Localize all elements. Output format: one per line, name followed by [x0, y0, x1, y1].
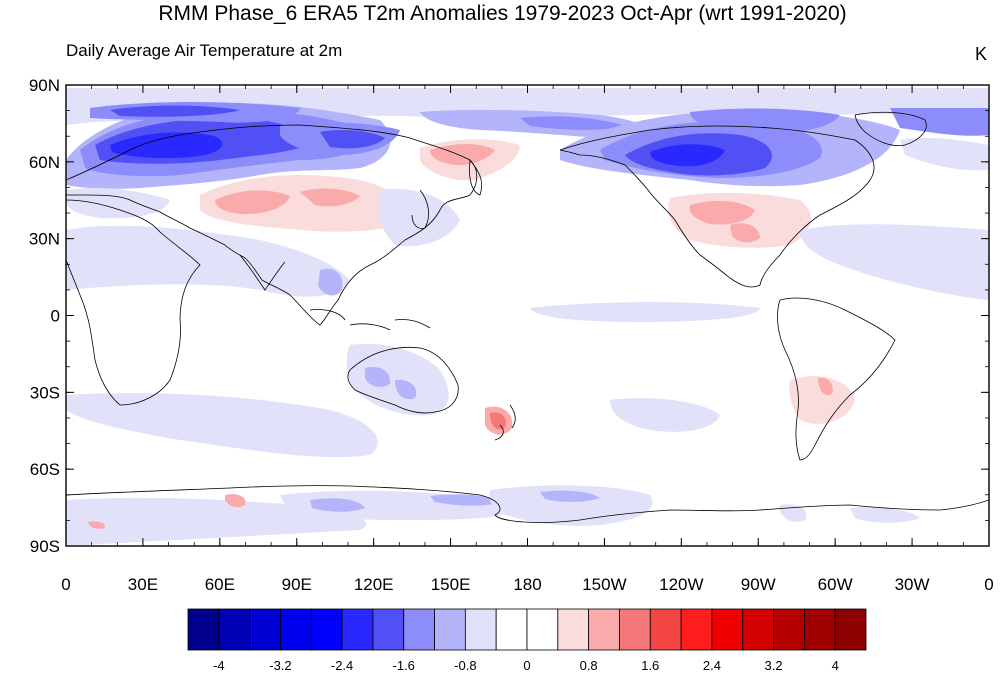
colorbar-label: 0	[523, 658, 530, 673]
colorbar-swatch	[557, 608, 590, 651]
map-subtitle: Daily Average Air Temperature at 2m	[66, 41, 343, 60]
colorbar-swatch	[218, 608, 251, 651]
colorbar-swatch	[434, 608, 466, 651]
lon-label: 150W	[582, 575, 626, 594]
lon-label: 120E	[354, 575, 394, 594]
colorbar-label: -3.2	[269, 658, 291, 673]
colorbar-swatch	[403, 608, 435, 651]
colorbar-swatch	[649, 608, 682, 651]
colorbar-label: -0.8	[454, 658, 476, 673]
lat-label: 30N	[29, 230, 60, 249]
lon-label: 60W	[818, 575, 853, 594]
colorbar-swatch	[834, 608, 867, 651]
colorbar-swatch	[803, 608, 836, 651]
lat-label: 60S	[30, 460, 60, 479]
colorbar-swatch	[464, 608, 497, 651]
lon-label: 180	[513, 575, 541, 594]
colorbar-label: 1.6	[641, 658, 659, 673]
colorbar-swatch	[619, 608, 651, 651]
anomaly-shading	[66, 85, 989, 546]
colorbar-swatch	[249, 608, 281, 651]
lon-label: 30E	[128, 575, 158, 594]
colorbar-label: -4	[213, 658, 225, 673]
colorbar-label: 2.4	[703, 658, 721, 673]
colorbar-swatch	[711, 608, 744, 651]
colorbar-label: 4	[832, 658, 839, 673]
colorbar-swatch	[341, 608, 374, 651]
colorbar: -4 -3.2 -2.4 -1.6 -0.8 0 0.8 1.6 2.4 3.2 4	[187, 608, 867, 673]
lon-label: 60E	[205, 575, 235, 594]
lat-label: 0	[51, 307, 60, 326]
colorbar-swatch	[495, 608, 528, 651]
colorbar-swatch	[526, 608, 559, 651]
lon-label: 90E	[282, 575, 312, 594]
units-label: K	[975, 44, 988, 64]
colorbar-label: 3.2	[765, 658, 783, 673]
colorbar-swatch	[742, 608, 774, 651]
lat-label: 90S	[30, 537, 60, 556]
lat-label: 30S	[30, 383, 60, 402]
lat-label: 60N	[29, 153, 60, 172]
lon-label: 150E	[431, 575, 471, 594]
colorbar-label: -2.4	[331, 658, 353, 673]
lon-label: 30W	[895, 575, 930, 594]
lon-label: 0	[984, 575, 993, 594]
colorbar-swatch	[310, 608, 343, 651]
colorbar-swatch	[773, 608, 805, 651]
lat-label: 90N	[29, 76, 60, 95]
colorbar-label: 0.8	[580, 658, 598, 673]
coastlines	[66, 111, 989, 523]
colorbar-swatch	[680, 608, 713, 651]
lon-label: 90W	[741, 575, 776, 594]
colorbar-swatch	[588, 608, 620, 651]
map-title: RMM Phase_6 ERA5 T2m Anomalies 1979-2023…	[158, 2, 847, 25]
colorbar-label: -1.6	[393, 658, 415, 673]
colorbar-swatch	[280, 608, 312, 651]
lon-label: 0	[61, 575, 70, 594]
colorbar-swatch	[372, 608, 405, 651]
lon-label: 120W	[659, 575, 703, 594]
colorbar-swatch	[187, 608, 220, 651]
